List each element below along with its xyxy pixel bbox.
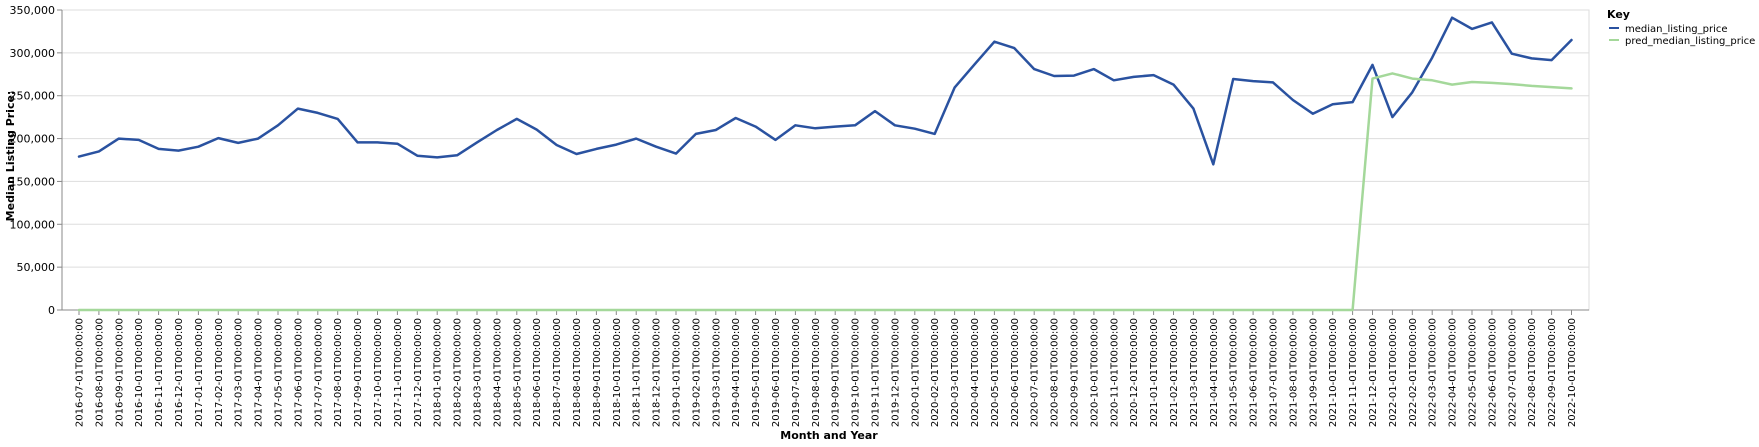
x-tick-label: 2021-05-01T00:00:00 [1229,318,1240,427]
x-tick-label: 2019-01-01T00:00:00 [672,318,683,427]
x-tick-label: 2020-02-01T00:00:00 [930,318,941,427]
x-tick-label: 2016-10-01T00:00:00 [134,318,145,427]
y-tick-label: 50,000 [17,261,56,274]
x-tick-label: 2017-07-01T00:00:00 [313,318,324,427]
x-tick-label: 2019-11-01T00:00:00 [871,318,882,427]
x-tick-label: 2017-06-01T00:00:00 [293,318,304,427]
x-tick-label: 2017-12-01T00:00:00 [413,318,424,427]
x-tick-label: 2022-05-01T00:00:00 [1468,318,1479,427]
x-tick-label: 2019-04-01T00:00:00 [731,318,742,427]
x-tick-label: 2017-01-01T00:00:00 [194,318,205,427]
x-tick-label: 2022-02-01T00:00:00 [1408,318,1419,427]
y-tick-label: 150,000 [10,175,56,188]
y-tick-label: 200,000 [10,133,56,146]
x-tick-label: 2016-12-01T00:00:00 [174,318,185,427]
x-tick-label: 2022-10-01T00:00:00 [1567,318,1578,427]
x-tick-label: 2018-01-01T00:00:00 [433,318,444,427]
plot-frame [61,9,1590,311]
x-tick-label: 2021-04-01T00:00:00 [1209,318,1220,427]
x-tick-label: 2021-07-01T00:00:00 [1269,318,1280,427]
x-tick-label: 2022-06-01T00:00:00 [1487,318,1498,427]
x-tick-label: 2016-07-01T00:00:00 [75,318,86,427]
x-tick-label: 2022-09-01T00:00:00 [1547,318,1558,427]
x-tick-label: 2020-04-01T00:00:00 [970,318,981,427]
x-tick-label: 2019-08-01T00:00:00 [811,318,822,427]
x-tick-label: 2022-07-01T00:00:00 [1507,318,1518,427]
x-tick-label: 2018-03-01T00:00:00 [473,318,484,427]
x-tick-label: 2019-02-01T00:00:00 [691,318,702,427]
x-tick-label: 2016-08-01T00:00:00 [94,318,105,427]
y-tick-label: 100,000 [10,218,56,231]
x-tick-label: 2017-10-01T00:00:00 [373,318,384,427]
x-tick-label: 2021-06-01T00:00:00 [1249,318,1260,427]
x-tick-label: 2016-09-01T00:00:00 [114,318,125,427]
x-tick-label: 2017-08-01T00:00:00 [333,318,344,427]
x-tick-label: 2020-08-01T00:00:00 [1050,318,1061,427]
x-tick-label: 2018-05-01T00:00:00 [512,318,523,427]
x-tick-label: 2022-04-01T00:00:00 [1448,318,1459,427]
x-tick-label: 2017-11-01T00:00:00 [393,318,404,427]
x-tick-label: 2020-01-01T00:00:00 [910,318,921,427]
legend-entry-label: pred_median_listing_price [1625,36,1755,47]
y-tick-label: 0 [48,304,55,317]
x-tick-label: 2022-03-01T00:00:00 [1428,318,1439,427]
x-tick-label: 2020-12-01T00:00:00 [1129,318,1140,427]
x-tick-label: 2017-02-01T00:00:00 [214,318,225,427]
x-tick-label: 2017-09-01T00:00:00 [353,318,364,427]
x-tick-label: 2018-11-01T00:00:00 [632,318,643,427]
x-tick-label: 2018-02-01T00:00:00 [453,318,464,427]
x-tick-label: 2019-07-01T00:00:00 [791,318,802,427]
legend: Key median_listing_pricepred_median_list… [1607,8,1755,47]
x-tick-label: 2021-11-01T00:00:00 [1348,318,1359,427]
y-tick-label: 300,000 [10,47,56,60]
y-axis-title: Median Listing Price: [4,91,17,222]
legend-entry-label: median_listing_price [1625,24,1728,35]
x-tick-label: 2022-01-01T00:00:00 [1388,318,1399,427]
y-axis: 0 50,000 100,000 150,000 200,000 250,000 300,0… [10,4,63,317]
x-tick-label: 2019-10-01T00:00:00 [851,318,862,427]
x-tick-label: 2021-01-01T00:00:00 [1149,318,1160,427]
x-tick-label: 2020-03-01T00:00:00 [950,318,961,427]
x-tick-label: 2018-04-01T00:00:00 [492,318,503,427]
x-tick-label: 2020-09-01T00:00:00 [1070,318,1081,427]
x-tick-label: 2021-09-01T00:00:00 [1308,318,1319,427]
series-line-median-listing-price [77,16,1573,166]
x-tick-label: 2019-09-01T00:00:00 [831,318,842,427]
x-tick-label: 2018-07-01T00:00:00 [552,318,563,427]
x-tick-label: 2016-11-01T00:00:00 [154,318,165,427]
x-tick-label: 2020-05-01T00:00:00 [990,318,1001,427]
x-tick-label: 2019-12-01T00:00:00 [890,318,901,427]
x-tick-label: 2020-10-01T00:00:00 [1089,318,1100,427]
x-axis-title: Month and Year [780,429,878,442]
y-tick-label: 250,000 [10,90,56,103]
x-tick-label: 2017-05-01T00:00:00 [274,318,285,427]
x-tick-label: 2020-11-01T00:00:00 [1109,318,1120,427]
x-tick-label: 2018-09-01T00:00:00 [592,318,603,427]
legend-title: Key [1607,8,1630,21]
x-tick-label: 2021-08-01T00:00:00 [1288,318,1299,427]
x-tick-label: 2018-06-01T00:00:00 [532,318,543,427]
x-tick-label: 2020-06-01T00:00:00 [1010,318,1021,427]
x-tick-label: 2019-03-01T00:00:00 [711,318,722,427]
x-tick-label: 2018-10-01T00:00:00 [612,318,623,427]
y-tick-label: 350,000 [10,4,56,17]
x-tick-label: 2018-12-01T00:00:00 [652,318,663,427]
series-lines [77,16,1573,312]
x-axis: 2016-07-01T00:00:00 2016-08-01T00:00:00 20… [62,309,1589,427]
x-tick-label: 2019-06-01T00:00:00 [771,318,782,427]
x-tick-label: 2021-03-01T00:00:00 [1189,318,1200,427]
series-line-pred-median-listing-price [77,72,1573,312]
x-tick-label: 2021-12-01T00:00:00 [1368,318,1379,427]
x-tick-label: 2017-04-01T00:00:00 [254,318,265,427]
x-tick-label: 2017-03-01T00:00:00 [234,318,245,427]
x-tick-label: 2018-08-01T00:00:00 [572,318,583,427]
x-tick-label: 2021-10-01T00:00:00 [1328,318,1339,427]
x-tick-label: 2019-05-01T00:00:00 [751,318,762,427]
x-tick-label: 2022-08-01T00:00:00 [1527,318,1538,427]
x-tick-label: 2020-07-01T00:00:00 [1030,318,1041,427]
x-tick-label: 2021-02-01T00:00:00 [1169,318,1180,427]
grid [61,9,1590,311]
